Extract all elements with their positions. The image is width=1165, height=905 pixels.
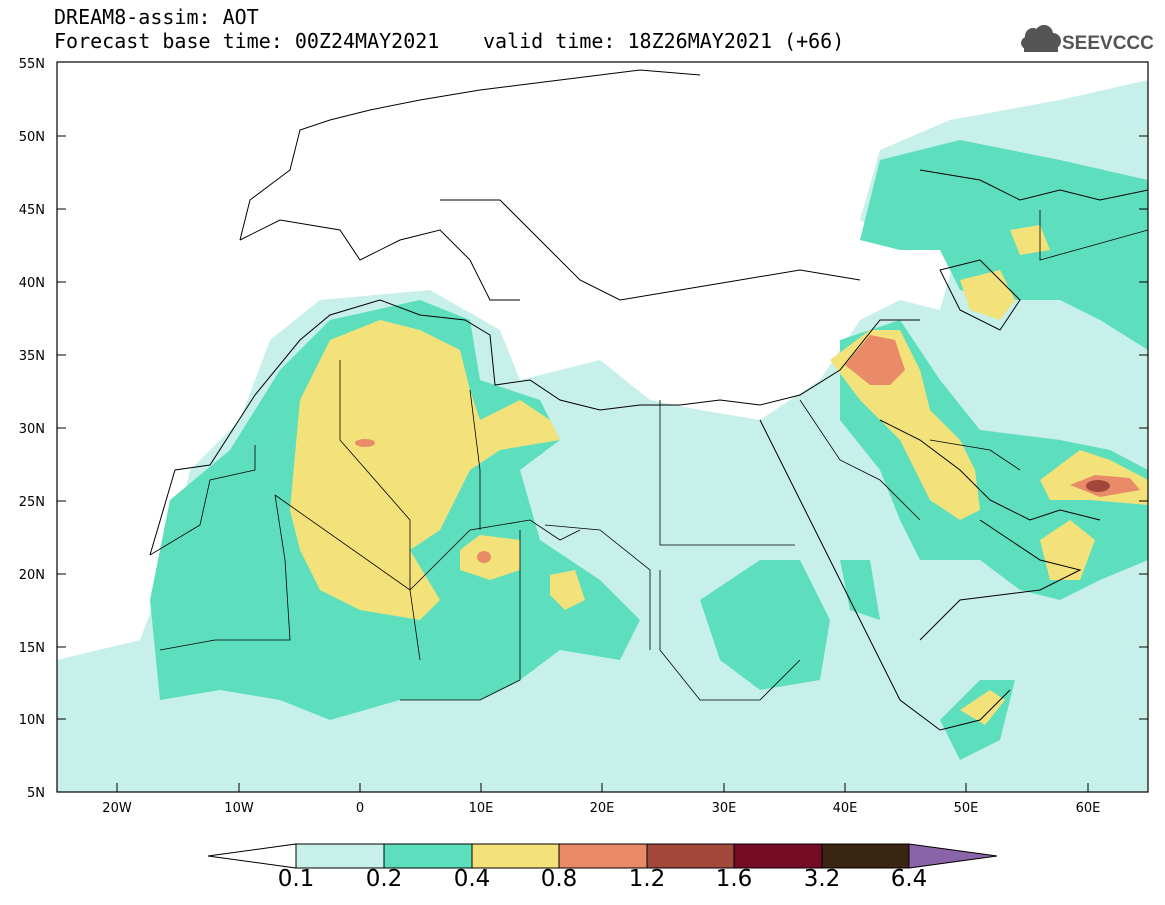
cloud-icon xyxy=(1021,25,1061,52)
lat-label: 50N xyxy=(19,130,45,145)
lat-label: 35N xyxy=(19,349,45,364)
coastlines xyxy=(149,69,1148,731)
tick-marks xyxy=(57,135,1148,792)
colorbar-label: 1.2 xyxy=(628,866,666,892)
colorbar-swatch xyxy=(471,843,560,869)
latitude-labels: 55N 50N 45N 40N 35N 30N 25N 20N 15N 10N … xyxy=(19,57,45,801)
colorbar-label: 0.2 xyxy=(365,866,403,892)
lon-label: 20W xyxy=(102,801,132,816)
lat-label: 20N xyxy=(19,568,45,583)
colorbar-labels: 0.1 0.2 0.4 0.8 1.2 1.6 3.2 6.4 xyxy=(0,866,1165,896)
lon-label: 30E xyxy=(712,801,737,816)
colorbar-low-arrow xyxy=(207,843,297,869)
colorbar-label: 0.1 xyxy=(277,866,315,892)
lon-label: 10E xyxy=(469,801,494,816)
lon-label: 60E xyxy=(1076,801,1101,816)
colorbar-label: 6.4 xyxy=(890,866,928,892)
map-frame xyxy=(56,61,1149,793)
colorbar-swatch xyxy=(821,843,910,869)
lat-label: 55N xyxy=(19,57,45,72)
lat-label: 45N xyxy=(19,203,45,218)
lon-label: 50E xyxy=(954,801,979,816)
colorbar-label: 1.6 xyxy=(715,866,753,892)
colorbar-label: 0.4 xyxy=(453,866,491,892)
colorbar-swatch xyxy=(383,843,473,869)
valid-time: valid time: 18Z26MAY2021 (+66) xyxy=(483,29,845,53)
lat-label: 25N xyxy=(19,495,45,510)
map-plot-area xyxy=(57,62,1148,792)
country-borders xyxy=(149,210,1148,701)
lat-label: 40N xyxy=(19,276,45,291)
lon-label: 0 xyxy=(356,801,364,816)
forecast-base-time: Forecast base time: 00Z24MAY2021 xyxy=(54,29,440,53)
colorbar-swatch xyxy=(295,843,385,869)
colorbar-swatch xyxy=(733,843,823,869)
lon-label: 40E xyxy=(833,801,858,816)
lat-label: 15N xyxy=(19,641,45,656)
colorbar-high-arrow xyxy=(908,843,998,869)
colorbar-swatch xyxy=(646,843,735,869)
lat-label: 30N xyxy=(19,422,45,437)
colorbar-label: 0.8 xyxy=(540,866,578,892)
colorbar-swatch xyxy=(558,843,648,869)
lat-label: 5N xyxy=(27,786,45,801)
colorbar-label: 3.2 xyxy=(803,866,841,892)
lat-label: 10N xyxy=(19,713,45,728)
aot-band-1.2 xyxy=(1086,480,1110,492)
colorbar xyxy=(207,843,998,869)
map-title: DREAM8-assim: AOT xyxy=(54,5,259,29)
lon-label: 20E xyxy=(590,801,615,816)
longitude-labels: 20W 10W 0 10E 20E 30E 40E 50E 60E xyxy=(102,801,1100,816)
logo-text: SEEVCCC xyxy=(1062,33,1154,54)
lon-label: 10W xyxy=(224,801,254,816)
seevccc-logo: SEEVCCC xyxy=(1021,25,1154,54)
